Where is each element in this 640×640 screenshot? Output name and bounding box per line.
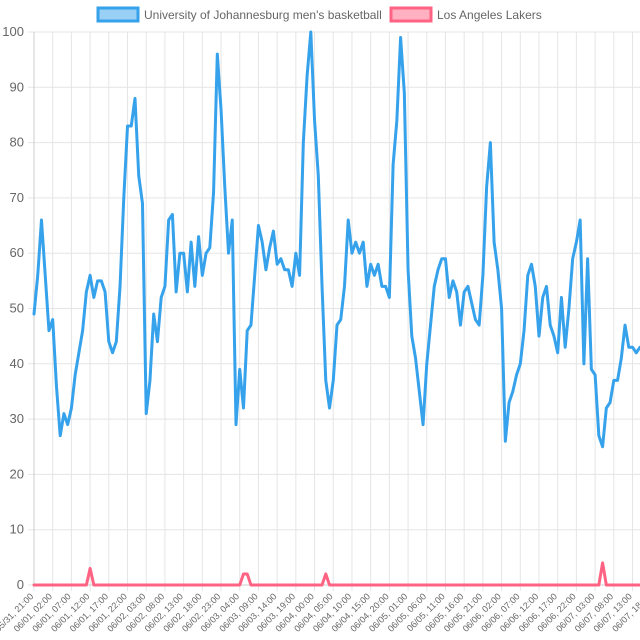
y-tick-label: 40 (10, 356, 24, 371)
legend-item-series-1[interactable]: University of Johannesburg men's basketb… (96, 6, 382, 23)
y-tick-label: 50 (10, 301, 24, 316)
y-tick-label: 20 (10, 466, 24, 481)
y-tick-label: 30 (10, 411, 24, 426)
legend-label-series-2: Los Angeles Lakers (437, 8, 542, 22)
legend-swatch-series-2 (389, 6, 433, 23)
series-line-1 (32, 30, 640, 449)
y-tick-label: 90 (10, 79, 24, 94)
y-tick-label: 80 (10, 135, 24, 150)
y-tick-label: 60 (10, 245, 24, 260)
series-layer (32, 30, 640, 587)
y-tick-label: 70 (10, 190, 24, 205)
series-line-2 (32, 561, 640, 587)
y-tick-label: 10 (10, 522, 24, 537)
legend-label-series-1: University of Johannesburg men's basketb… (144, 8, 382, 22)
legend-item-series-2[interactable]: Los Angeles Lakers (389, 6, 542, 23)
legend: University of Johannesburg men's basketb… (96, 6, 542, 23)
y-tick-label: 100 (2, 24, 24, 39)
legend-swatch-series-1 (96, 6, 140, 23)
y-tick-label: 0 (17, 577, 24, 592)
y-axis: 0 10 20 30 40 50 60 70 80 90 100 (2, 24, 35, 592)
